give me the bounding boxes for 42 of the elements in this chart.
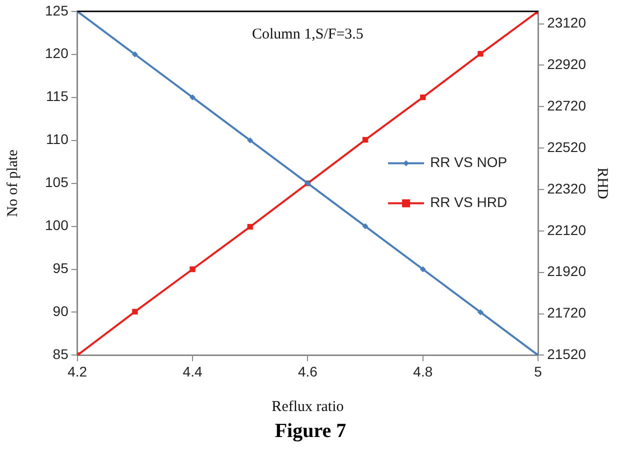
caption: Figure 7 <box>274 420 348 443</box>
legend-label: RR VS HRD <box>430 194 508 210</box>
y-tick-label: 115 <box>46 88 69 104</box>
y2-tick-label: 22120 <box>547 222 586 238</box>
y2-tick-label: 23120 <box>547 14 586 31</box>
x-axis-title: Reflux ratio <box>272 398 344 415</box>
y-tick-label: 110 <box>46 131 69 148</box>
x-tick-label: 4.6 <box>298 363 318 380</box>
annotation: Column 1,S/F=3.5 <box>252 26 364 42</box>
y-tick-label: 100 <box>45 217 69 234</box>
point <box>190 266 196 272</box>
point <box>362 136 368 143</box>
y-tick-label: 90 <box>52 303 69 320</box>
y2-tick-label: 21720 <box>547 304 586 321</box>
y-tick-label: 120 <box>45 45 69 62</box>
point <box>132 51 138 58</box>
y2-tick-label: 22920 <box>547 56 586 72</box>
y2-tick-label: 22320 <box>547 180 586 196</box>
y2-tick-label: 22720 <box>547 98 586 114</box>
point <box>477 309 484 316</box>
y-tick-label: 85 <box>52 346 69 362</box>
y-tick-label: 105 <box>45 174 69 190</box>
point <box>420 94 426 100</box>
point <box>420 266 426 272</box>
x-tick-label: 5 <box>534 363 542 380</box>
x-tick-label: 4.4 <box>182 363 202 380</box>
y-tick-label: 95 <box>52 260 69 276</box>
x-tick-label: 4.2 <box>68 363 88 380</box>
point <box>190 94 196 100</box>
y-tick-label: 125 <box>45 2 69 18</box>
y2-tick-label: 21520 <box>547 346 586 362</box>
x-tick-label: 4.8 <box>413 363 433 380</box>
y2-tick-label: 22520 <box>547 138 586 155</box>
point <box>478 51 484 57</box>
legend-label: RR VS NOP <box>430 154 508 170</box>
point <box>132 308 138 315</box>
point <box>247 224 253 230</box>
point <box>247 137 254 144</box>
y-axis-title: No of plate <box>4 149 21 218</box>
y2-tick-label: 21920 <box>547 263 586 280</box>
point <box>362 223 368 230</box>
y2-axis-title: RHD <box>594 167 610 200</box>
